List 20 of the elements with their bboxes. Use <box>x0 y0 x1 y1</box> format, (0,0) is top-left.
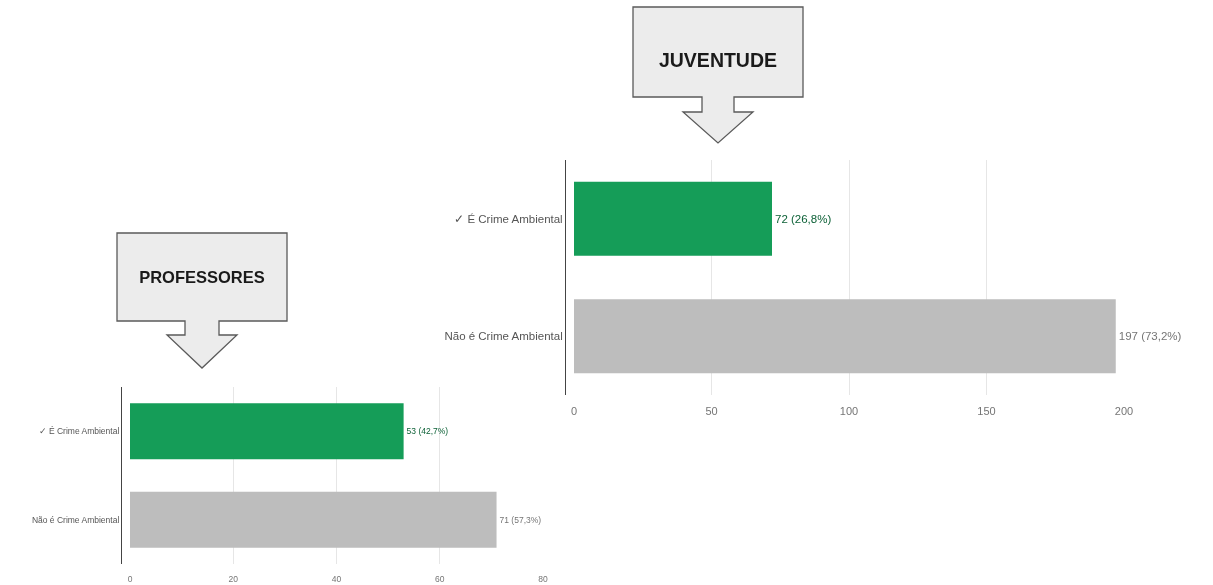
x-tick-label: 60 <box>435 573 445 584</box>
x-tick-label: 200 <box>1114 405 1134 417</box>
chart-title: PROFESSORES <box>138 266 266 288</box>
x-tick-label: 100 <box>839 405 859 417</box>
x-tick-label: 40 <box>331 573 342 584</box>
x-tick-label: 0 <box>570 405 578 417</box>
x-tick-label: 150 <box>977 405 996 417</box>
x-tick-label: 50 <box>705 405 718 417</box>
data-label: 71 (57,3%) <box>499 514 542 525</box>
x-tick-label: 80 <box>538 573 548 584</box>
data-label: 72 (26,8%) <box>775 212 832 225</box>
x-tick-label: 20 <box>228 573 239 584</box>
y-tick-label: Não é Crime Ambiental <box>444 330 563 343</box>
data-label: 197 (73,2%) <box>1118 330 1182 343</box>
x-tick-label: 0 <box>127 573 133 584</box>
chart-title: JUVENTUDE <box>657 47 779 73</box>
data-label: 53 (42,7%) <box>406 426 449 437</box>
y-tick-label: ✓ É Crime Ambiental <box>454 212 563 225</box>
y-tick-label: ✓ É Crime Ambiental <box>38 426 120 437</box>
y-tick-label: Não é Crime Ambiental <box>31 514 120 525</box>
